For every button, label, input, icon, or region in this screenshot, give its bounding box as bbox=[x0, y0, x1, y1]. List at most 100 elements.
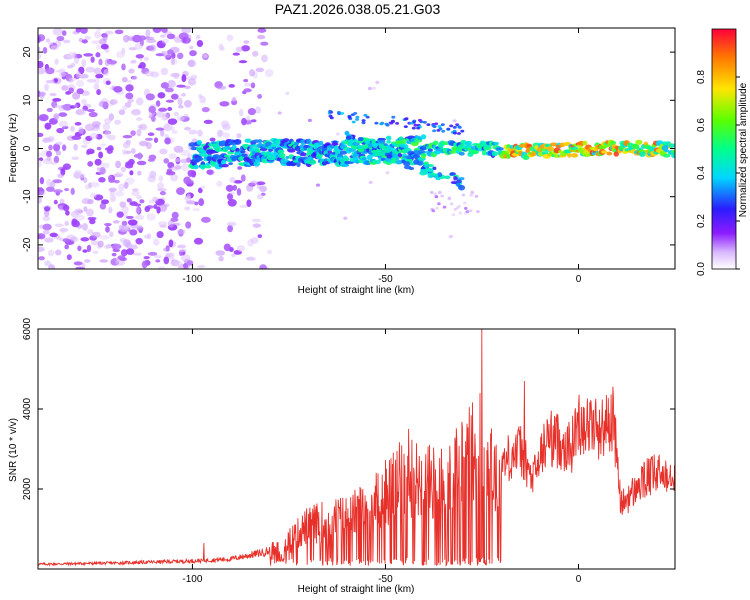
spectrogram-blob bbox=[79, 108, 87, 116]
spectrogram-blob bbox=[406, 154, 412, 160]
spectrogram-blob bbox=[570, 146, 579, 151]
spectrogram-blob bbox=[437, 172, 443, 178]
x-tick-label: -100 bbox=[182, 274, 202, 285]
spectrogram-blob bbox=[73, 103, 78, 108]
spectrogram-blob bbox=[182, 37, 187, 43]
spectrogram-blob bbox=[432, 140, 439, 146]
spectrogram-blob bbox=[86, 78, 97, 83]
spectrogram-blob bbox=[417, 118, 422, 122]
spectrogram-blob bbox=[232, 52, 240, 56]
spectrogram-blob bbox=[351, 120, 356, 124]
x-tick-label: -100 bbox=[182, 574, 202, 585]
spectrogram-blob bbox=[116, 51, 125, 59]
spectrogram-blob bbox=[224, 145, 231, 151]
spectrogram-blob bbox=[173, 73, 180, 80]
spectrogram-blob bbox=[56, 127, 65, 134]
spectrogram-blob bbox=[100, 43, 109, 50]
spectrogram-blob bbox=[86, 208, 94, 217]
spectrogram-blob bbox=[147, 251, 158, 256]
spectrogram-blob bbox=[219, 101, 230, 107]
spectrogram-blob bbox=[176, 52, 184, 60]
spectrogram-blob bbox=[329, 116, 334, 120]
spectrogram-blob bbox=[57, 173, 64, 179]
spectrogram-blob bbox=[448, 235, 453, 239]
spectrogram-blob bbox=[165, 99, 175, 103]
spectrogram-blob bbox=[433, 150, 441, 155]
spectrogram-blob bbox=[125, 248, 135, 255]
spectrogram-blob bbox=[159, 148, 168, 155]
spectrogram-blob bbox=[58, 205, 65, 211]
spectrogram-blob bbox=[364, 140, 371, 144]
spectrogram-blob bbox=[80, 28, 88, 34]
spectrogram-blob bbox=[176, 84, 186, 88]
spectrogram-blob bbox=[58, 120, 68, 128]
spectrogram-blob bbox=[183, 176, 191, 185]
spectrogram-blob bbox=[163, 158, 170, 164]
spectrogram-blob bbox=[45, 67, 55, 75]
spectrogram-blob bbox=[147, 158, 155, 162]
spectrogram-blob bbox=[463, 201, 467, 205]
spectrogram-blob bbox=[212, 154, 221, 160]
spectrogram-blob bbox=[177, 244, 187, 249]
spectrogram-blob bbox=[157, 92, 166, 99]
spectrogram-blob bbox=[493, 141, 499, 146]
spectrogram-blob bbox=[236, 188, 242, 196]
spectrogram-blob bbox=[127, 79, 132, 83]
spectrogram-blob bbox=[71, 135, 82, 141]
spectrogram-blob bbox=[256, 34, 266, 40]
spectrogram-blob bbox=[663, 153, 671, 158]
spectrogram-blob bbox=[170, 166, 178, 171]
spectrogram-blob bbox=[171, 129, 178, 135]
spectrogram-blob bbox=[453, 176, 458, 181]
spectrogram-blob bbox=[203, 54, 208, 58]
spectrogram-blob bbox=[166, 33, 175, 40]
spectrogram-blob bbox=[185, 221, 192, 229]
spectrogram-blob bbox=[464, 206, 468, 210]
spectrogram-blob bbox=[103, 69, 110, 77]
spectrogram-blob bbox=[108, 60, 116, 66]
spectrogram-blob bbox=[98, 177, 106, 183]
spectrogram-blob bbox=[170, 93, 179, 100]
y-tick-label: -20 bbox=[22, 237, 33, 252]
spectrogram-blob bbox=[62, 204, 70, 212]
spectrogram-blob bbox=[95, 73, 104, 79]
spectrogram-x-label: Height of straight line (km) bbox=[298, 285, 415, 296]
spectrogram-blob bbox=[111, 252, 117, 257]
colorbar-tick-label: 0.0 bbox=[696, 262, 707, 276]
spectrogram-blob bbox=[243, 40, 250, 44]
spectrogram-blob bbox=[98, 58, 103, 66]
spectrogram-blob bbox=[121, 63, 126, 71]
spectrogram-blob bbox=[84, 35, 91, 40]
spectrogram-blob bbox=[98, 151, 104, 159]
spectrogram-blob bbox=[635, 139, 643, 145]
spectrogram-blob bbox=[158, 175, 164, 182]
spectrogram-blob bbox=[203, 119, 213, 125]
spectrogram-blob bbox=[437, 202, 441, 206]
spectrogram-blob bbox=[39, 177, 45, 185]
spectrogram-blob bbox=[132, 252, 142, 256]
spectrogram-blob bbox=[233, 138, 242, 145]
spectrogram-blob bbox=[458, 151, 465, 156]
spectrogram-blob bbox=[49, 161, 57, 165]
spectrogram-blob bbox=[82, 223, 88, 231]
spectrogram-blob bbox=[167, 79, 176, 88]
spectrogram-blob bbox=[93, 67, 102, 75]
spectrogram-blob bbox=[104, 130, 112, 139]
spectrogram-blob bbox=[157, 182, 165, 190]
spectrogram-blob bbox=[84, 123, 95, 132]
colorbar: 0.0 0.2 0.4 0.6 0.8 Normalized spectral ampl… bbox=[696, 28, 749, 276]
spectrogram-blob bbox=[233, 179, 243, 184]
spectrogram-blob bbox=[184, 85, 191, 89]
spectrogram-blob bbox=[114, 172, 124, 178]
spectrogram-blob bbox=[176, 229, 186, 235]
spectrogram-blob bbox=[59, 68, 66, 72]
spectrogram-blob bbox=[491, 151, 498, 157]
spectrogram-blob bbox=[249, 69, 255, 77]
spectrogram-blob bbox=[145, 29, 151, 37]
spectrogram-blob bbox=[167, 118, 178, 125]
spectrogram-blob bbox=[183, 263, 190, 269]
spectrogram-blob bbox=[218, 43, 224, 51]
spectrogram-blob bbox=[367, 86, 372, 91]
spectrogram-blob bbox=[385, 171, 390, 175]
spectrogram-blob bbox=[117, 255, 126, 260]
